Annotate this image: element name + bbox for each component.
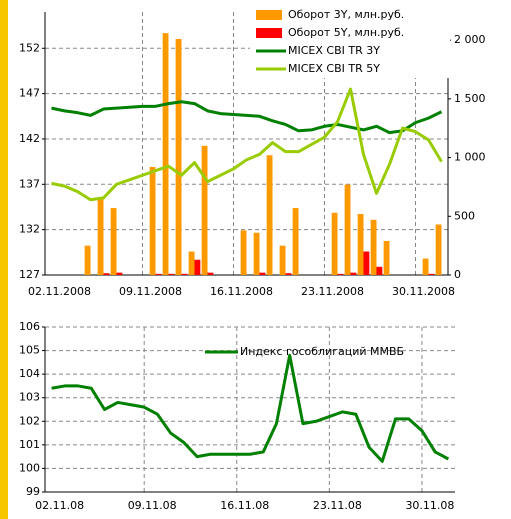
y-tick-label: 127 [19,268,40,281]
line [51,100,443,135]
bar [292,208,299,275]
bar [162,33,169,276]
bar [194,259,201,275]
x-tick-label: 16.11.2008 [210,285,273,298]
bar [175,39,182,276]
bar [259,272,266,275]
x-tick-label: 23.11.08 [313,499,362,512]
bar [168,273,175,275]
bar [207,272,214,275]
bar [201,145,208,275]
x-tick-label: 02.11.08 [35,499,84,512]
legend-box [250,6,450,78]
bar [155,273,162,275]
x-tick-label: 09.11.08 [128,499,177,512]
legend-label: Индекс гособлигаций ММВБ [240,345,404,358]
legend-label: MICEX CBI TR 3Y [288,44,380,57]
y2-tick-label: 0 [454,268,461,281]
x-tick-label: 02.11.2008 [28,285,91,298]
y-tick-label: 99 [26,485,40,498]
line [51,353,450,463]
bar [363,251,370,275]
line [51,87,443,202]
legend-swatch [256,28,282,38]
x-tick-label: 16.11.08 [220,499,269,512]
y-tick-label: 102 [19,414,40,427]
y-tick-label: 137 [19,177,40,190]
bar [422,258,429,275]
bar [357,213,364,275]
bar [116,272,123,275]
bar [285,273,292,275]
bar [370,219,377,275]
x-tick-label: 23.11.2008 [301,285,364,298]
y2-tick-label: 2 000 [454,33,486,46]
y2-tick-label: 1 000 [454,151,486,164]
y-tick-label: 104 [19,367,40,380]
legend-label: MICEX CBI TR 5Y [288,62,380,75]
x-tick-label: 09.11.2008 [119,285,182,298]
bar [97,198,104,275]
bar [149,166,156,275]
bar [84,245,91,275]
x-tick-label: 30.11.08 [405,499,454,512]
side-stripe [0,0,8,519]
bar [350,272,357,275]
y-tick-label: 106 [19,320,40,333]
y-tick-label: 147 [19,87,40,100]
y2-tick-label: 500 [454,209,475,222]
bar [266,155,273,275]
bar [383,240,390,275]
legend-swatch [256,10,282,20]
bar [344,184,351,275]
bar [253,232,260,275]
bar [428,273,435,275]
bar [110,208,117,275]
y-tick-label: 105 [19,344,40,357]
bar [103,273,110,275]
bar [376,266,383,275]
y-tick-label: 152 [19,41,40,54]
bar [181,273,188,275]
y-tick-label: 142 [19,132,40,145]
y-tick-label: 100 [19,461,40,474]
legend-label: Оборот 3Y, млн.руб. [288,8,404,21]
bar [435,224,442,275]
x-tick-label: 30.11.2008 [392,285,455,298]
legend-label: Оборот 5Y, млн.руб. [288,26,404,39]
bar [337,273,344,275]
bar [240,230,247,275]
bar [188,251,195,275]
y-tick-label: 101 [19,438,40,451]
bar [279,245,286,275]
y-tick-label: 103 [19,391,40,404]
bar [331,212,338,275]
y2-tick-label: 1 500 [454,92,486,105]
y-tick-label: 132 [19,223,40,236]
